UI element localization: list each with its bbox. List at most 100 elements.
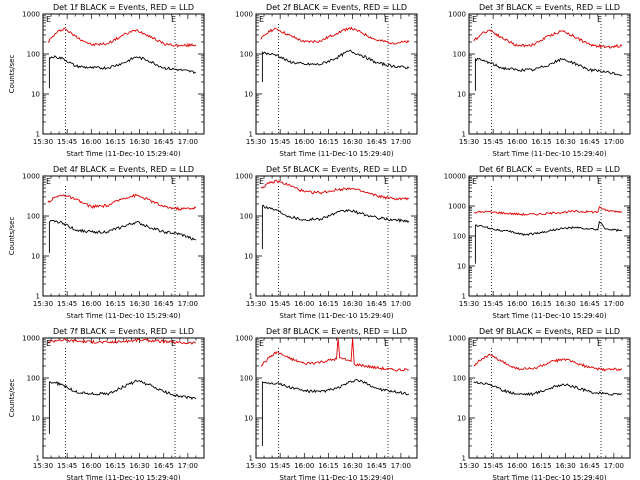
y-tick-label: 1000 xyxy=(448,11,466,19)
marker-label-left: E xyxy=(472,15,477,24)
y-tick-label: 100 xyxy=(240,213,253,221)
x-axis-label: Start Time (11-Dec-10 15:29:40) xyxy=(279,474,393,480)
panel-title: Det 9f BLACK = Events, RED = LLD xyxy=(479,327,620,336)
y-axis-label: Counts/sec xyxy=(8,217,16,256)
y-tick-label: 1 xyxy=(462,293,466,301)
x-tick-label: 15:30 xyxy=(33,138,53,146)
panel-det-2: Det 2f BLACK = Events, RED = LLD Start Ti… xyxy=(235,3,418,158)
panel-title: Det 7f BLACK = Events, RED = LLD xyxy=(53,327,194,336)
y-tick-label: 1 xyxy=(36,455,40,463)
x-tick-label: 16:30 xyxy=(130,462,150,470)
x-tick-label: 16:30 xyxy=(556,462,576,470)
x-tick-label: 16:15 xyxy=(105,462,125,470)
x-tick-label: 16:00 xyxy=(507,462,527,470)
events-series-line xyxy=(48,379,197,434)
x-tick-label: 16:30 xyxy=(130,300,150,308)
panel-det-3: Det 3f BLACK = Events, RED = LLD Start Ti… xyxy=(448,3,631,158)
x-tick-label: 17:00 xyxy=(178,462,198,470)
events-series-line xyxy=(474,57,623,91)
x-tick-label: 16:15 xyxy=(105,300,125,308)
y-tick-label: 1000 xyxy=(235,11,253,19)
x-tick-label: 17:00 xyxy=(391,462,411,470)
x-tick-label: 15:30 xyxy=(246,462,266,470)
lld-series-line xyxy=(260,179,410,201)
lld-series-line xyxy=(473,353,623,372)
x-tick-label: 16:45 xyxy=(367,462,387,470)
lld-series-line xyxy=(473,29,623,49)
x-tick-label: 15:45 xyxy=(57,300,77,308)
panel-det-4: Det 4f BLACK = Events, RED = LLD Counts/s… xyxy=(8,165,205,320)
plot-frame xyxy=(42,175,205,297)
y-tick-label: 10 xyxy=(457,263,466,271)
panel-title: Det 2f BLACK = Events, RED = LLD xyxy=(266,3,407,12)
x-tick-label: 15:30 xyxy=(246,138,266,146)
y-tick-label: 10 xyxy=(31,253,40,261)
x-tick-label: 16:30 xyxy=(343,300,363,308)
x-tick-label: 17:00 xyxy=(604,300,624,308)
y-tick-label: 1000 xyxy=(235,335,253,343)
x-tick-label: 15:30 xyxy=(459,462,479,470)
x-tick-label: 15:30 xyxy=(33,462,53,470)
panel-det-1: Det 1f BLACK = Events, RED = LLD Counts/s… xyxy=(8,3,205,158)
x-tick-label: 17:00 xyxy=(178,300,198,308)
panel-title: Det 5f BLACK = Events, RED = LLD xyxy=(266,165,407,174)
marker-label-right: E xyxy=(384,339,389,348)
y-axis-label: Counts/sec xyxy=(8,379,16,418)
x-tick-label: 15:30 xyxy=(246,300,266,308)
y-tick-label: 100 xyxy=(27,213,40,221)
x-tick-label: 16:45 xyxy=(580,138,600,146)
plot-frame xyxy=(255,175,418,297)
x-tick-label: 17:00 xyxy=(604,138,624,146)
x-tick-label: 16:30 xyxy=(343,138,363,146)
lld-series-line xyxy=(47,27,197,48)
marker-label-right: E xyxy=(384,177,389,186)
marker-label-right: E xyxy=(597,177,602,186)
y-tick-label: 1000 xyxy=(22,335,40,343)
events-series-line xyxy=(261,379,410,446)
x-tick-label: 15:45 xyxy=(483,300,503,308)
marker-label-left: E xyxy=(472,339,477,348)
x-tick-label: 17:00 xyxy=(391,300,411,308)
y-tick-label: 10 xyxy=(244,91,253,99)
x-tick-label: 16:00 xyxy=(294,138,314,146)
x-axis-label: Start Time (11-Dec-10 15:29:40) xyxy=(66,150,180,158)
x-tick-label: 16:15 xyxy=(531,462,551,470)
panel-title: Det 1f BLACK = Events, RED = LLD xyxy=(53,3,194,12)
y-tick-label: 100 xyxy=(240,51,253,59)
y-tick-label: 100 xyxy=(27,375,40,383)
y-tick-label: 10 xyxy=(31,91,40,99)
y-tick-label: 1 xyxy=(36,293,40,301)
y-tick-label: 1000 xyxy=(235,173,253,181)
marker-label-left: E xyxy=(46,339,51,348)
y-tick-label: 1000 xyxy=(22,11,40,19)
marker-label-right: E xyxy=(171,177,176,186)
y-tick-label: 1 xyxy=(249,455,253,463)
lld-series-line xyxy=(473,205,623,217)
x-tick-label: 16:45 xyxy=(154,462,174,470)
y-tick-label: 1 xyxy=(36,131,40,139)
x-tick-label: 15:45 xyxy=(57,138,77,146)
x-tick-label: 16:15 xyxy=(318,138,338,146)
panel-det-5: Det 5f BLACK = Events, RED = LLD Start Ti… xyxy=(235,165,418,320)
x-tick-label: 16:15 xyxy=(318,300,338,308)
x-axis-label: Start Time (11-Dec-10 15:29:40) xyxy=(279,312,393,320)
panel-title: Det 3f BLACK = Events, RED = LLD xyxy=(479,3,620,12)
x-tick-label: 16:45 xyxy=(367,138,387,146)
x-axis-label: Start Time (11-Dec-10 15:29:40) xyxy=(66,312,180,320)
events-series-line xyxy=(48,220,197,253)
x-axis-label: Start Time (11-Dec-10 15:29:40) xyxy=(492,150,606,158)
lld-series-line xyxy=(47,338,197,345)
events-series-line xyxy=(473,381,623,397)
panel-title: Det 4f BLACK = Events, RED = LLD xyxy=(53,165,194,174)
x-tick-label: 15:45 xyxy=(57,462,77,470)
x-tick-label: 16:00 xyxy=(507,300,527,308)
marker-label-right: E xyxy=(384,15,389,24)
y-tick-label: 100 xyxy=(453,51,466,59)
x-tick-label: 16:15 xyxy=(531,138,551,146)
x-axis-label: Start Time (11-Dec-10 15:29:40) xyxy=(492,474,606,480)
x-tick-label: 15:45 xyxy=(483,462,503,470)
x-tick-label: 15:30 xyxy=(459,300,479,308)
x-tick-label: 16:30 xyxy=(556,300,576,308)
x-tick-label: 15:45 xyxy=(270,462,290,470)
